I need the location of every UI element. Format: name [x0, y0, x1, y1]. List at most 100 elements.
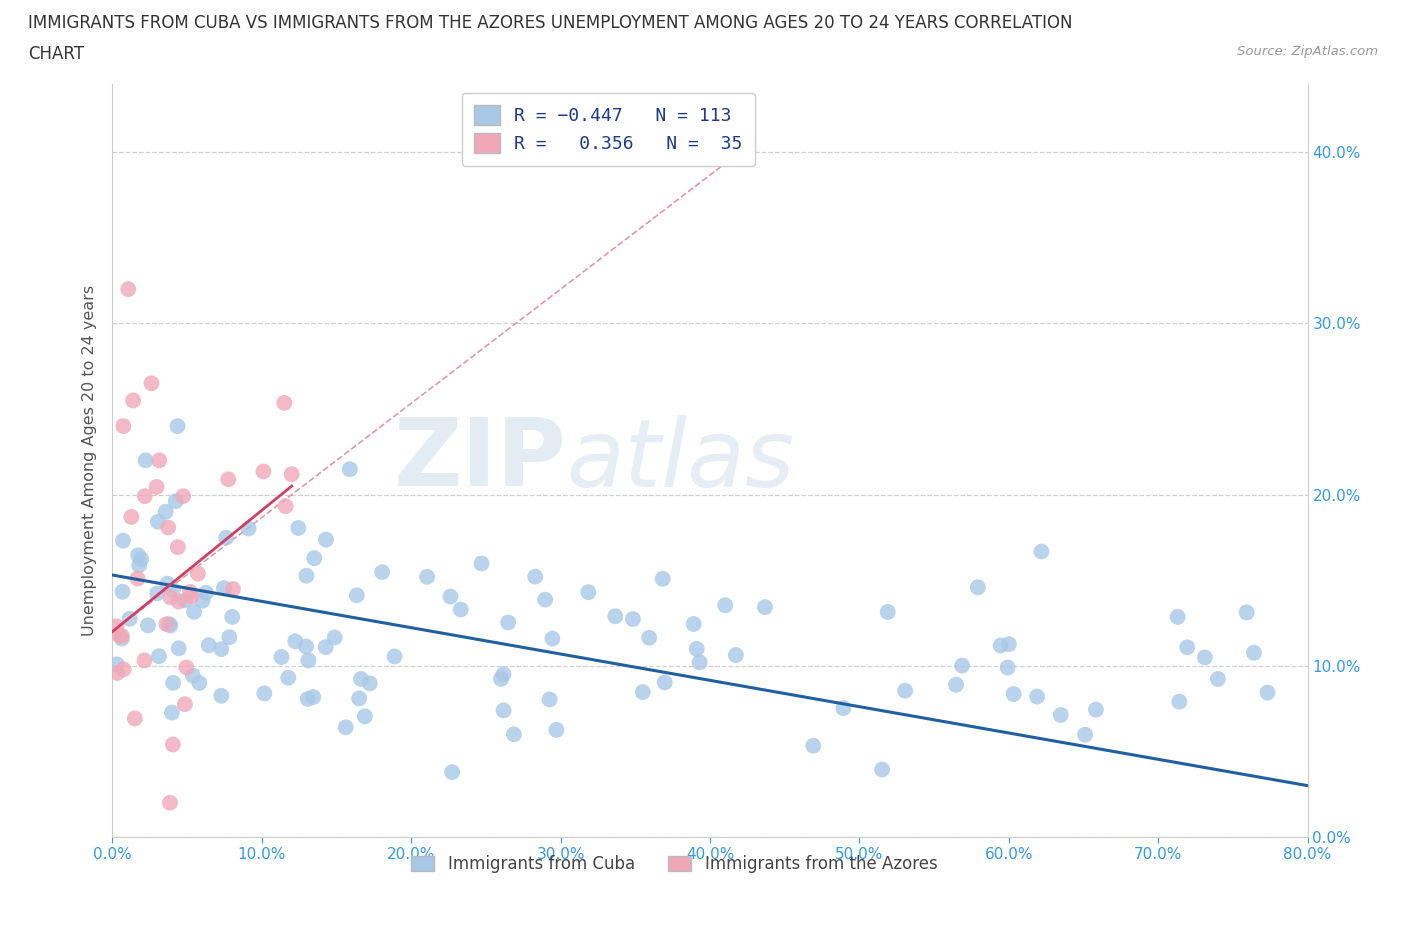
Point: [876, 604, 898, 619]
Point: [682, 617, 704, 631]
Point: [450, 602, 472, 617]
Point: [187, 566, 209, 581]
Point: [287, 521, 309, 536]
Point: [174, 697, 197, 711]
Point: [157, 520, 180, 535]
Point: [384, 649, 406, 664]
Point: [359, 676, 381, 691]
Point: [1084, 702, 1107, 717]
Point: [274, 498, 297, 513]
Point: [141, 376, 163, 391]
Point: [159, 618, 181, 633]
Point: [323, 630, 346, 644]
Point: [179, 585, 201, 600]
Point: [128, 558, 150, 573]
Point: [217, 472, 239, 486]
Point: [538, 692, 561, 707]
Point: [280, 467, 302, 482]
Point: [1257, 685, 1279, 700]
Point: [489, 671, 512, 686]
Point: [127, 548, 149, 563]
Point: [1031, 544, 1053, 559]
Point: [870, 762, 893, 777]
Point: [162, 737, 184, 751]
Point: [1206, 671, 1229, 686]
Point: [576, 585, 599, 600]
Point: [134, 653, 156, 668]
Point: [1049, 708, 1071, 723]
Point: [315, 532, 337, 547]
Point: [155, 617, 177, 631]
Point: [129, 551, 152, 566]
Point: [1194, 650, 1216, 665]
Point: [297, 692, 319, 707]
Point: [998, 637, 1021, 652]
Point: [198, 638, 221, 653]
Point: [297, 653, 319, 668]
Point: [990, 638, 1012, 653]
Point: [160, 705, 183, 720]
Point: [195, 585, 218, 600]
Point: [534, 592, 557, 607]
Point: [621, 612, 644, 627]
Point: [215, 530, 238, 545]
Point: [148, 649, 170, 664]
Point: [605, 609, 627, 624]
Point: [832, 700, 855, 715]
Point: [127, 571, 149, 586]
Point: [162, 675, 184, 690]
Point: [166, 418, 188, 433]
Point: [524, 569, 547, 584]
Point: [945, 677, 967, 692]
Point: [145, 480, 167, 495]
Point: [176, 660, 198, 675]
Point: [173, 593, 195, 608]
Point: [156, 577, 179, 591]
Point: [122, 393, 145, 408]
Point: [1168, 695, 1191, 710]
Point: [181, 669, 204, 684]
Text: CHART: CHART: [28, 45, 84, 62]
Point: [350, 671, 373, 686]
Point: [295, 568, 318, 583]
Point: [191, 593, 214, 608]
Point: [253, 686, 276, 701]
Point: [222, 581, 245, 596]
Point: [541, 631, 564, 646]
Point: [221, 609, 243, 624]
Point: [105, 657, 128, 671]
Point: [304, 551, 326, 565]
Point: [112, 662, 135, 677]
Point: [135, 453, 157, 468]
Point: [146, 514, 169, 529]
Point: [159, 795, 181, 810]
Point: [631, 684, 654, 699]
Point: [270, 649, 292, 664]
Point: [134, 489, 156, 504]
Point: [347, 691, 370, 706]
Point: [166, 539, 188, 554]
Point: [167, 641, 190, 656]
Point: [111, 584, 134, 599]
Point: [118, 611, 141, 626]
Point: [209, 688, 232, 703]
Point: [546, 723, 568, 737]
Legend: Immigrants from Cuba, Immigrants from the Azores: Immigrants from Cuba, Immigrants from th…: [402, 846, 946, 882]
Point: [1236, 605, 1258, 620]
Point: [146, 586, 169, 601]
Point: [111, 533, 134, 548]
Text: atlas: atlas: [567, 415, 794, 506]
Point: [155, 504, 177, 519]
Point: [894, 684, 917, 698]
Point: [714, 598, 737, 613]
Point: [339, 462, 361, 477]
Point: [492, 703, 515, 718]
Point: [1167, 609, 1189, 624]
Point: [1175, 640, 1198, 655]
Point: [218, 630, 240, 644]
Point: [686, 642, 709, 657]
Y-axis label: Unemployment Among Ages 20 to 24 years: Unemployment Among Ages 20 to 24 years: [82, 285, 97, 636]
Point: [353, 709, 375, 724]
Point: [209, 642, 232, 657]
Point: [188, 675, 211, 690]
